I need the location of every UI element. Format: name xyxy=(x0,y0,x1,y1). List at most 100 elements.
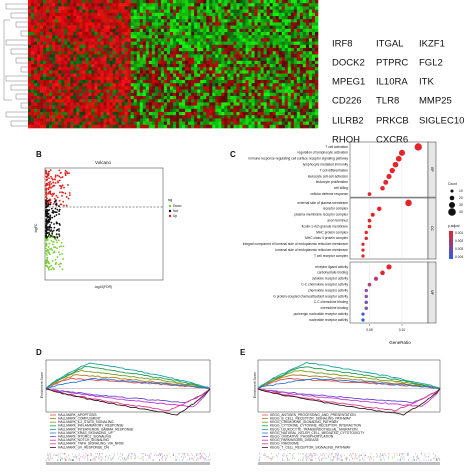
heatmap-cell xyxy=(88,73,92,78)
heatmap-cell xyxy=(278,115,283,119)
heatmap-cell xyxy=(254,38,258,42)
heatmap-cell xyxy=(287,83,292,87)
heatmap-cell xyxy=(124,80,128,84)
heatmap-cell xyxy=(221,25,225,30)
heatmap-cell xyxy=(251,3,255,7)
heatmap-cell xyxy=(191,112,195,116)
heatmap-cell xyxy=(85,112,89,116)
heatmap-cell xyxy=(166,73,171,78)
heatmap-cell xyxy=(275,76,280,81)
heatmap-cell xyxy=(296,105,301,110)
heatmap-cell xyxy=(70,51,74,55)
heatmap-cell xyxy=(82,102,86,106)
heatmap-cell xyxy=(34,3,38,7)
heatmap-cell xyxy=(176,19,180,23)
heatmap-cell xyxy=(212,48,216,52)
heatmap-cell xyxy=(272,83,277,87)
heatmap-cell xyxy=(67,35,71,39)
heatmap-cell xyxy=(43,19,47,23)
heatmap-cell xyxy=(154,32,159,36)
heatmap-cell xyxy=(148,41,153,46)
heatmap-cell xyxy=(179,19,183,23)
heatmap-cell xyxy=(314,32,319,36)
heatmap-cell xyxy=(314,115,319,119)
heatmap-cell xyxy=(61,73,65,78)
heatmap-cell xyxy=(121,73,125,78)
heatmap-cell xyxy=(148,19,153,23)
heatmap-cell xyxy=(148,44,153,49)
heatmap-cell xyxy=(145,92,150,97)
heatmap-cell xyxy=(148,64,153,68)
heatmap-cell xyxy=(85,73,89,78)
heatmap-cell xyxy=(281,102,286,106)
heatmap-cell xyxy=(148,3,153,7)
heatmap-cell xyxy=(145,121,150,126)
heatmap-cell xyxy=(157,38,162,42)
heatmap-cell xyxy=(136,102,141,106)
heatmap-cell xyxy=(163,28,168,33)
heatmap-cell xyxy=(230,32,234,36)
heatmap-cell xyxy=(97,118,101,122)
heatmap-cell xyxy=(278,22,283,26)
heatmap-cell xyxy=(221,76,225,81)
heatmap-cell xyxy=(206,44,210,49)
heatmap-cell xyxy=(185,57,189,62)
heatmap-cell xyxy=(82,80,86,84)
heatmap-cell xyxy=(61,25,65,30)
heatmap-cell xyxy=(49,35,53,39)
heatmap-cell xyxy=(148,112,153,116)
heatmap-cell xyxy=(194,19,198,23)
heatmap-cell xyxy=(127,35,132,39)
heatmap-cell xyxy=(115,96,119,100)
heatmap-cell xyxy=(242,105,246,110)
heatmap-cell xyxy=(76,105,80,110)
heatmap-cell xyxy=(55,64,59,68)
heatmap-cell xyxy=(269,115,273,119)
heatmap-cell xyxy=(121,108,125,113)
heatmap-cell xyxy=(31,6,35,10)
heatmap-cell xyxy=(251,70,255,74)
heatmap-cell xyxy=(263,44,267,49)
heatmap-cell xyxy=(227,67,231,71)
heatmap-cell xyxy=(269,19,273,23)
heatmap-cell xyxy=(67,41,71,46)
heatmap-cell xyxy=(88,64,92,68)
heatmap-cell xyxy=(145,41,150,46)
volcano-point xyxy=(64,169,67,172)
heatmap-cell xyxy=(82,115,86,119)
heatmap-cell xyxy=(248,6,252,10)
heatmap-cell xyxy=(64,92,68,97)
heatmap-cell xyxy=(179,6,183,10)
heatmap-cell xyxy=(242,48,246,52)
volcano-point xyxy=(46,248,49,251)
heatmap-cell xyxy=(160,54,165,58)
heatmap-cell xyxy=(200,112,204,116)
heatmap-cell xyxy=(182,57,186,62)
heatmap-cell xyxy=(272,12,277,17)
heatmap-cell xyxy=(293,25,298,30)
volcano-point xyxy=(50,183,53,185)
heatmap-cell xyxy=(218,67,222,71)
heatmap-cell xyxy=(112,3,116,7)
heatmap-cell xyxy=(269,25,273,30)
heatmap-cell xyxy=(127,3,132,7)
heatmap-cell xyxy=(176,102,180,106)
heatmap-cell xyxy=(230,115,234,119)
heatmap-cell xyxy=(302,48,307,52)
dot xyxy=(370,212,375,217)
heatmap-cell xyxy=(236,28,240,33)
heatmap-cell xyxy=(176,115,180,119)
heatmap-cell xyxy=(157,105,162,110)
heatmap-cell xyxy=(179,32,183,36)
heatmap-cell xyxy=(100,19,104,23)
heatmap-cell xyxy=(31,48,35,52)
heatmap-cell xyxy=(191,76,195,81)
heatmap-cell xyxy=(61,48,65,52)
heatmap-cell xyxy=(224,70,228,74)
heatmap-cell xyxy=(245,54,249,58)
volcano-point xyxy=(45,265,47,267)
heatmap-cell xyxy=(260,48,264,52)
heatmap-cell xyxy=(124,124,128,129)
heatmap-cell xyxy=(70,96,74,100)
heatmap-cell xyxy=(49,80,53,84)
